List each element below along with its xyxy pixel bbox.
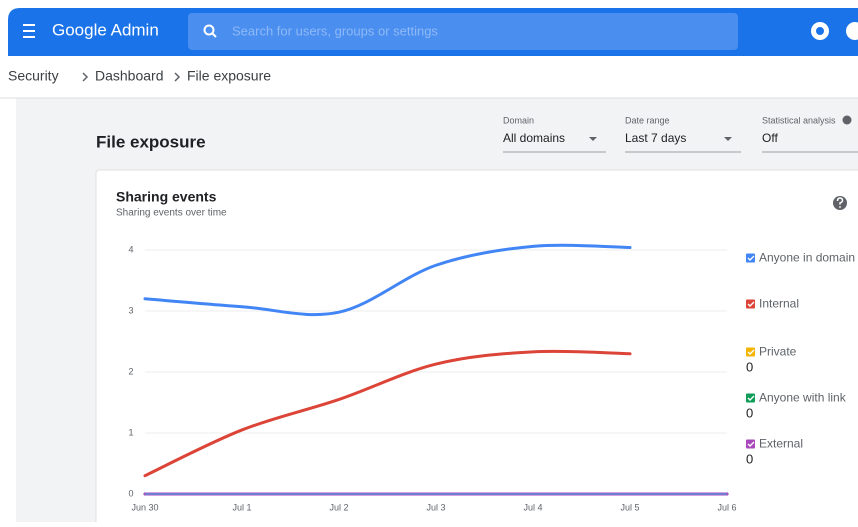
- legend-checkbox: [746, 253, 755, 263]
- legend-checkbox: [746, 393, 755, 403]
- search-box[interactable]: [188, 13, 738, 50]
- chart-card: [95, 169, 858, 527]
- help-icon[interactable]: [846, 22, 858, 40]
- chart-subtitle: Sharing events over time: [116, 208, 227, 219]
- search-placeholder: Search for users, groups or settings: [232, 23, 438, 38]
- legend-checkbox: [746, 299, 755, 309]
- y-tick-label: 4: [128, 244, 133, 254]
- legend-total: 0: [746, 451, 753, 466]
- legend-item[interactable]: External 0: [746, 437, 803, 467]
- search-handle: [211, 32, 217, 38]
- menu-icon[interactable]: [23, 24, 35, 38]
- breadcrumb-item[interactable]: Dashboard: [95, 68, 164, 84]
- x-tick-label: Jul 1: [232, 502, 251, 512]
- filter-label: Statistical analysis: [762, 115, 836, 125]
- help-glyph: [836, 197, 844, 205]
- legend-item[interactable]: Private 0: [746, 345, 797, 375]
- search-icon: [203, 24, 217, 38]
- chart-title: Sharing events: [116, 189, 217, 205]
- x-tick-label: Jun 30: [131, 502, 158, 512]
- filter-analysis[interactable]: Statistical analysis Off: [762, 115, 858, 153]
- legend-label: Private: [759, 345, 797, 359]
- y-tick-label: 2: [128, 366, 133, 376]
- legend-checkbox: [746, 347, 755, 357]
- search-lens: [203, 24, 215, 36]
- breadcrumb-item[interactable]: Security: [8, 68, 59, 84]
- info-icon[interactable]: [842, 115, 852, 125]
- filter-label: Date range: [625, 115, 670, 125]
- help-dot: [839, 206, 841, 208]
- chart-help-icon[interactable]: [833, 196, 847, 210]
- legend-check: [747, 301, 755, 307]
- breadcrumb-bar: [0, 56, 858, 98]
- apps-icon-inner: [816, 27, 824, 35]
- filter-label: Domain: [503, 115, 534, 125]
- y-tick-label: 0: [128, 488, 133, 498]
- legend-label: External: [759, 437, 803, 451]
- product-name: Google Admin: [52, 20, 159, 39]
- legend-label: Internal: [759, 297, 799, 311]
- x-tick-label: Jul 4: [523, 502, 542, 512]
- dropdown-arrow: [724, 137, 732, 141]
- series-line: [143, 243, 632, 317]
- legend-label: Anyone in domain: [759, 251, 855, 265]
- filter-value: Off: [762, 131, 778, 145]
- series-line: [143, 349, 632, 478]
- legend-label: Anyone with link: [759, 391, 847, 405]
- x-tick-label: Jul 5: [620, 502, 639, 512]
- legend-check: [747, 441, 755, 447]
- y-tick-label: 1: [128, 427, 133, 437]
- x-tick-label: Jul 6: [717, 502, 736, 512]
- legend-check: [747, 255, 755, 261]
- legend-item[interactable]: Anyone with link 0: [746, 391, 847, 421]
- y-tick-label: 3: [128, 305, 133, 315]
- legend-check: [747, 349, 755, 355]
- legend-item[interactable]: Internal: [746, 297, 799, 311]
- legend-total: 0: [746, 359, 753, 374]
- breadcrumb-separator: [174, 72, 181, 82]
- filter-date[interactable]: Date range Last 7 days: [625, 115, 741, 153]
- legend-check: [747, 395, 755, 401]
- legend-item[interactable]: Anyone in domain: [746, 251, 855, 265]
- x-tick-label: Jul 3: [426, 502, 445, 512]
- x-tick-label: Jul 2: [329, 502, 348, 512]
- legend-checkbox: [746, 439, 755, 449]
- legend-total: 0: [746, 405, 753, 420]
- filter-value: Last 7 days: [625, 131, 686, 145]
- filter-domain[interactable]: Domain All domains: [503, 115, 606, 153]
- filter-value: All domains: [503, 131, 565, 145]
- breadcrumb-separator: [82, 72, 89, 82]
- plot: 0 1 2 3 4 Jun 30 Jul 1 Jul 2 Jul 3 Jul 4 Jul 5 Jul …: [128, 243, 855, 512]
- page-title: File exposure: [96, 132, 206, 151]
- breadcrumb-item: File exposure: [187, 68, 271, 84]
- dropdown-arrow: [589, 137, 597, 141]
